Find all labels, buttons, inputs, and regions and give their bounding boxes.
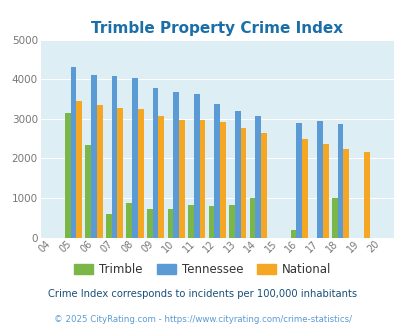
Bar <box>173 92 179 238</box>
Bar <box>179 120 184 238</box>
Bar <box>316 121 322 238</box>
Bar <box>117 108 123 238</box>
Bar <box>208 206 214 238</box>
Legend: Trimble, Tennessee, National: Trimble, Tennessee, National <box>70 258 335 281</box>
Bar <box>126 203 132 238</box>
Bar <box>249 198 255 238</box>
Bar <box>97 105 102 238</box>
Bar <box>322 144 328 238</box>
Bar <box>193 94 199 238</box>
Bar <box>132 78 138 238</box>
Bar <box>234 111 240 238</box>
Bar <box>91 75 97 238</box>
Bar <box>106 214 111 238</box>
Bar <box>331 198 337 238</box>
Bar <box>296 123 301 238</box>
Bar <box>363 152 369 238</box>
Bar <box>158 116 164 238</box>
Bar <box>343 149 348 238</box>
Text: Crime Index corresponds to incidents per 100,000 inhabitants: Crime Index corresponds to incidents per… <box>48 289 357 299</box>
Bar <box>228 205 234 238</box>
Text: © 2025 CityRating.com - https://www.cityrating.com/crime-statistics/: © 2025 CityRating.com - https://www.city… <box>54 315 351 324</box>
Bar <box>260 133 266 238</box>
Bar <box>290 230 296 238</box>
Bar <box>85 145 91 238</box>
Bar <box>138 109 143 238</box>
Bar <box>167 209 173 238</box>
Bar <box>76 101 82 238</box>
Bar <box>214 104 220 238</box>
Bar <box>220 122 225 238</box>
Bar <box>255 115 260 238</box>
Bar <box>337 124 343 238</box>
Bar <box>152 88 158 238</box>
Bar <box>111 76 117 238</box>
Bar <box>70 67 76 238</box>
Bar <box>199 120 205 238</box>
Bar <box>301 139 307 238</box>
Bar <box>188 205 193 238</box>
Bar <box>65 113 70 238</box>
Title: Trimble Property Crime Index: Trimble Property Crime Index <box>91 21 342 36</box>
Bar <box>240 127 246 238</box>
Bar <box>147 209 152 238</box>
